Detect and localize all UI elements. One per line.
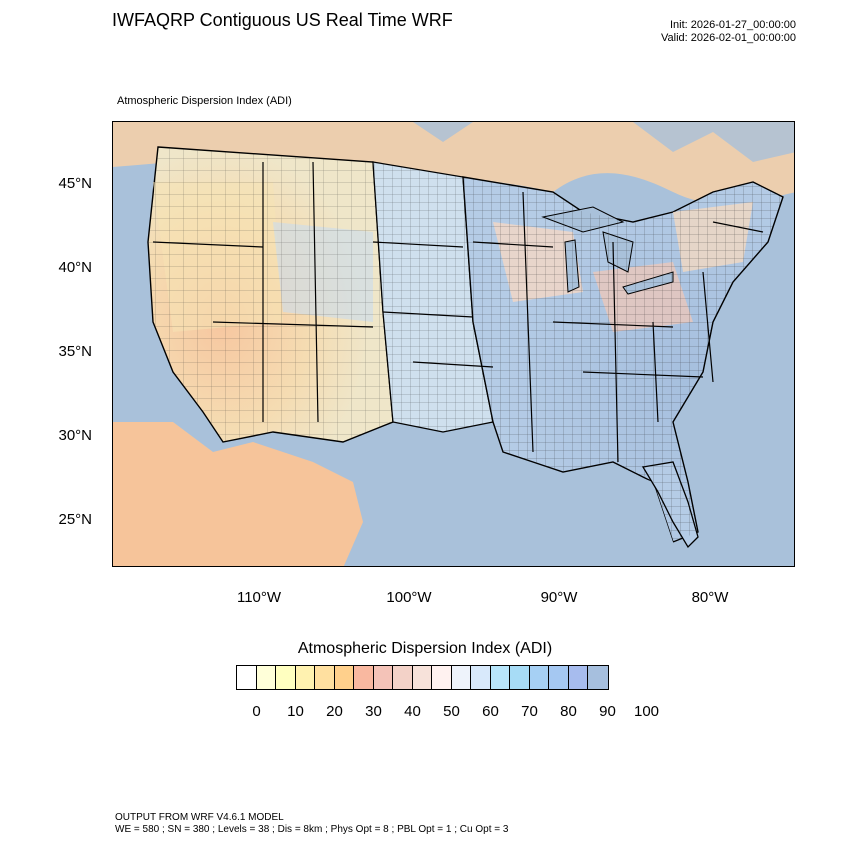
colorbar-label: 80 [560,703,577,720]
colorbar-cell [588,666,608,689]
valid-time: Valid: 2026-02-01_00:00:00 [661,32,796,44]
colorbar-label: 70 [521,703,538,720]
init-time: Init: 2026-01-27_00:00:00 [670,19,796,31]
colorbar-cell [373,666,393,689]
colorbar-label: 40 [404,703,421,720]
colorbar-cell [412,666,432,689]
colorbar-cell [471,666,491,689]
colorbar-cell [451,666,471,689]
colorbar-cell [568,666,588,689]
colorbar-label: 0 [252,703,261,720]
lon-label-80w: 80°W [691,589,729,606]
chart-title: IWFAQRP Contiguous US Real Time WRF [112,10,453,30]
colorbar-cell [393,666,413,689]
lat-label-25n: 25°N [58,511,92,528]
colorbar [236,665,609,690]
colorbar-label: 60 [482,703,499,720]
colorbar-cell [510,666,530,689]
lat-label-35n: 35°N [58,343,92,360]
model-footer: OUTPUT FROM WRF V4.6.1 MODEL WE = 580 ; … [115,812,508,836]
colorbar-cell [334,666,354,689]
colorbar-cell [256,666,276,689]
canada-land [113,122,794,204]
field-label: Atmospheric Dispersion Index (ADI) [117,95,292,107]
footer-config-line: WE = 580 ; SN = 380 ; Levels = 38 ; Dis … [115,824,509,835]
colorbar-cell [276,666,296,689]
colorbar-cell [549,666,569,689]
footer-model-line: OUTPUT FROM WRF V4.6.1 MODEL [115,812,284,823]
colorbar-cell [315,666,335,689]
mexico-land [113,422,363,566]
lon-label-90w: 90°W [540,589,578,606]
lon-label-110w: 110°W [236,589,282,606]
lat-label-45n: 45°N [58,175,92,192]
colorbar-cell [295,666,315,689]
colorbar-cell [432,666,452,689]
colorbar-label: 30 [365,703,382,720]
gulf-of-mexico [413,467,687,566]
lon-label-100w: 100°W [386,589,432,606]
colorbar-label: 90 [599,703,616,720]
state-borders [152,161,764,463]
colorbar-cell [354,666,374,689]
colorbar-cell [237,666,257,689]
lat-label-30n: 30°N [58,427,92,444]
adi-map [113,122,794,566]
map-frame [112,121,795,567]
colorbar-label: 50 [443,703,460,720]
colorbar-label: 10 [287,703,304,720]
run-time-info: Init: 2026-01-27_00:00:00 Valid: 2026-02… [661,19,796,45]
colorbar-cell [490,666,510,689]
lat-label-40n: 40°N [58,259,92,276]
colorbar-label: 20 [326,703,343,720]
colorbar-cell [529,666,549,689]
colorbar-label: 100 [633,703,660,720]
legend-title: Atmospheric Dispersion Index (ADI) [297,640,553,657]
